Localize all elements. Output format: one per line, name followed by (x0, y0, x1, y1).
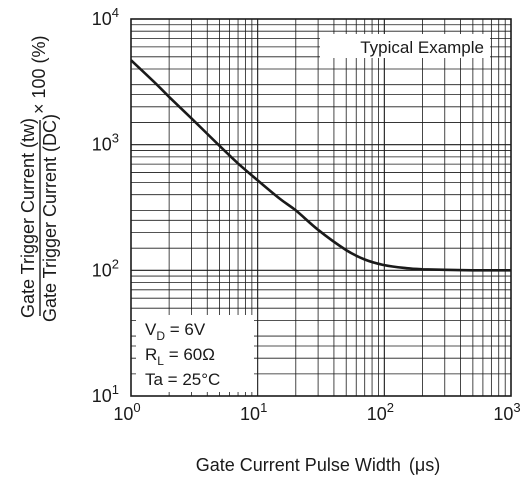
x-tick-label: 101 (240, 400, 267, 424)
x-tick-label: 102 (367, 400, 394, 424)
typical-example-box (320, 34, 490, 58)
grid-lines (131, 19, 511, 396)
x-axis-label: Gate Current Pulse Width (μs) (196, 455, 440, 475)
y-axis-label: Gate Trigger Current (tw) Gate Trigger C… (18, 35, 60, 322)
y-label-numerator: Gate Trigger Current (tw) (18, 118, 38, 318)
y-label-denominator: Gate Trigger Current (DC) (40, 114, 60, 322)
condition-vd: VD = 6V (145, 320, 206, 343)
plot-area-border (130, 18, 512, 397)
x-tick-labels: 100 101 102 103 (113, 400, 520, 424)
typical-example-label: Typical Example (360, 38, 484, 57)
condition-rl: RL = 60Ω (145, 345, 215, 368)
condition-ta: Ta = 25°C (145, 370, 220, 389)
y-tick-label: 102 (92, 256, 119, 280)
y-tick-labels: 101 102 103 104 (92, 5, 119, 406)
x-tick-label: 103 (493, 400, 520, 424)
y-label-suffix: × 100 (%) (29, 35, 49, 114)
y-tick-label: 101 (92, 382, 119, 406)
y-tick-label: 104 (92, 5, 119, 29)
x-tick-label: 100 (113, 400, 140, 424)
conditions-box (136, 315, 254, 392)
series-line (130, 59, 511, 272)
y-tick-label: 103 (92, 131, 119, 155)
